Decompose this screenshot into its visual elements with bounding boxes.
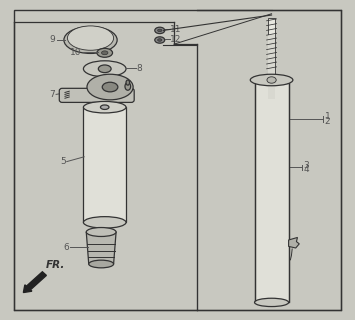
Text: 2: 2	[324, 117, 330, 126]
Ellipse shape	[87, 74, 133, 100]
Text: 1: 1	[324, 112, 330, 121]
Ellipse shape	[89, 260, 114, 268]
Ellipse shape	[155, 37, 165, 43]
Polygon shape	[86, 232, 116, 264]
Ellipse shape	[100, 105, 109, 109]
Ellipse shape	[83, 101, 126, 113]
Ellipse shape	[77, 33, 104, 47]
Ellipse shape	[250, 74, 293, 86]
Ellipse shape	[64, 27, 117, 53]
Text: 8: 8	[137, 64, 142, 73]
Bar	[83, 107, 126, 222]
Text: 10: 10	[70, 48, 82, 57]
Bar	[268, 18, 275, 85]
Ellipse shape	[102, 51, 108, 55]
Bar	[255, 83, 289, 302]
Ellipse shape	[102, 82, 118, 92]
Text: 12: 12	[170, 35, 182, 44]
Ellipse shape	[158, 29, 162, 32]
FancyBboxPatch shape	[59, 88, 134, 102]
Ellipse shape	[98, 65, 111, 73]
Text: 9: 9	[49, 35, 55, 44]
Ellipse shape	[267, 77, 276, 83]
Ellipse shape	[255, 298, 289, 307]
Ellipse shape	[125, 83, 131, 90]
Text: 7: 7	[49, 90, 55, 99]
Ellipse shape	[83, 217, 126, 228]
Text: 6: 6	[64, 243, 69, 252]
Ellipse shape	[155, 27, 165, 34]
Ellipse shape	[86, 228, 116, 236]
Text: 11: 11	[170, 25, 182, 34]
Ellipse shape	[67, 26, 114, 50]
Ellipse shape	[126, 80, 130, 85]
Bar	[268, 35, 275, 99]
FancyArrow shape	[23, 272, 47, 292]
Text: 5: 5	[60, 157, 66, 166]
Text: FR.: FR.	[46, 260, 66, 270]
Text: 3: 3	[303, 161, 309, 170]
Text: 4: 4	[303, 165, 309, 174]
Ellipse shape	[158, 39, 162, 41]
Ellipse shape	[83, 61, 126, 77]
Ellipse shape	[97, 48, 113, 57]
Polygon shape	[289, 237, 299, 248]
